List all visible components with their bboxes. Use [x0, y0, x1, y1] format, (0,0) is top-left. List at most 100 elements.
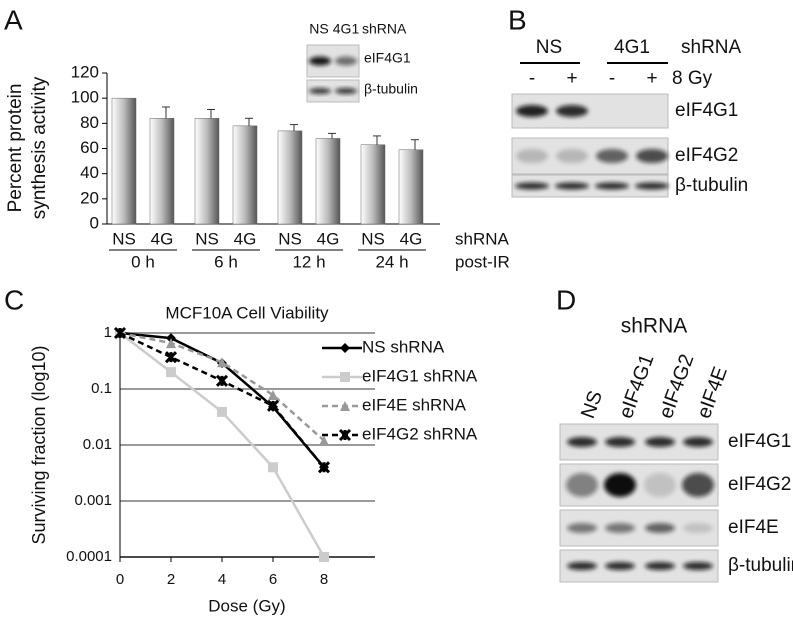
- blot-band: [595, 182, 629, 190]
- blot-band: [309, 88, 331, 94]
- panel-label: A: [4, 4, 23, 35]
- group-label: NS: [536, 37, 562, 58]
- marker: [266, 399, 280, 412]
- x-tick-label: NS: [112, 229, 136, 248]
- y-axis-label: Percent protein: [5, 84, 26, 213]
- lane-label: NS: [309, 21, 328, 37]
- marker: [215, 374, 229, 387]
- group-label: 12 h: [292, 252, 325, 271]
- blot-band: [645, 437, 675, 447]
- legend-label: NS shRNA: [362, 337, 445, 356]
- series-line: [119, 331, 325, 442]
- x-tick-label: 6: [269, 571, 277, 588]
- row-label: eIF4G2: [675, 145, 738, 166]
- y-tick-label: 20: [80, 188, 99, 207]
- marker: [217, 357, 227, 368]
- y-tick-label: 0.0001: [66, 548, 112, 565]
- lane-label: NS: [577, 388, 607, 422]
- bar: [111, 97, 137, 225]
- error-bar: [162, 106, 170, 119]
- blot-band: [596, 149, 628, 163]
- series-line: [119, 331, 325, 469]
- blot-band: [605, 562, 635, 570]
- row-label: β-tubulin: [675, 175, 748, 196]
- group-label: 6 h: [214, 252, 238, 271]
- blot-band: [605, 437, 635, 447]
- series-line: [119, 331, 325, 469]
- x-tick-label: 0: [116, 571, 124, 588]
- y-tick-label: 0: [90, 213, 99, 232]
- blot-strip: [306, 79, 360, 103]
- y-tick-label: 1: [104, 324, 112, 341]
- blot-band: [567, 523, 597, 533]
- blot-band: [682, 473, 714, 497]
- x-tick-label: 4G: [317, 229, 340, 248]
- blot-band: [683, 562, 713, 570]
- blot-band: [683, 523, 713, 533]
- blot-band: [516, 149, 548, 163]
- marker: [268, 390, 278, 401]
- blot-band: [645, 523, 675, 533]
- blot-label: shRNA: [681, 37, 742, 58]
- blot-band: [605, 523, 635, 533]
- annotation: shRNA: [455, 229, 510, 248]
- row-label: β-tubulin: [364, 81, 418, 97]
- error-bar: [245, 117, 253, 126]
- blot-band: [556, 105, 588, 117]
- y-axis-label: Surviving fraction (log10): [29, 345, 49, 544]
- lane-label: eIF4G1: [615, 351, 658, 421]
- lane-label: eIF4G2: [655, 351, 698, 421]
- x-tick-label: 4G: [234, 229, 257, 248]
- x-tick-label: 4: [218, 571, 226, 588]
- bar: [315, 138, 341, 225]
- x-tick-label: NS: [278, 229, 302, 248]
- blot-label: shRNA: [362, 21, 407, 37]
- group-label: 24 h: [375, 252, 408, 271]
- blot-label: 8 Gy: [672, 68, 713, 89]
- blot-band: [335, 56, 357, 66]
- x-tick-label: NS: [361, 229, 385, 248]
- legend-label: eIF4E shRNA: [362, 395, 467, 414]
- row-label: β-tubulin: [728, 555, 793, 576]
- marker: [317, 461, 331, 474]
- marker: [340, 343, 350, 353]
- marker: [340, 401, 350, 411]
- treatment-label: +: [566, 68, 577, 89]
- blot-band: [683, 437, 713, 447]
- blot-band: [515, 182, 549, 190]
- marker: [319, 552, 329, 562]
- blot-band: [566, 473, 598, 497]
- blot-band: [309, 56, 331, 66]
- lane-label: 4G1: [333, 21, 360, 37]
- bar: [360, 144, 386, 225]
- x-axis-label: Dose (Gy): [208, 596, 285, 615]
- blot-band: [335, 88, 357, 94]
- marker: [166, 367, 176, 378]
- marker: [268, 462, 278, 473]
- marker: [319, 435, 329, 446]
- blot-band: [555, 182, 589, 190]
- x-tick-label: NS: [195, 229, 219, 248]
- x-tick-label: 2: [167, 571, 175, 588]
- x-tick-label: 4G: [151, 229, 174, 248]
- row-label: eIF4G1: [364, 50, 411, 66]
- error-bar: [207, 108, 215, 119]
- error-bar: [290, 124, 298, 131]
- bar: [398, 149, 424, 225]
- group-label: 4G1: [614, 37, 650, 58]
- marker: [164, 351, 178, 364]
- row-label: eIF4G1: [675, 100, 738, 121]
- marker: [340, 372, 350, 382]
- y-tick-label: 80: [80, 113, 99, 132]
- y-tick-label: 40: [80, 163, 99, 182]
- y-tick-label: 120: [71, 62, 99, 81]
- x-tick-label: 4G: [400, 229, 423, 248]
- y-tick-label: 0.01: [83, 436, 112, 453]
- treatment-label: +: [646, 68, 657, 89]
- group-label: 0 h: [131, 252, 155, 271]
- bar: [149, 118, 175, 225]
- blot-title: shRNA: [621, 315, 688, 338]
- marker: [113, 326, 127, 340]
- blot-band: [516, 105, 548, 117]
